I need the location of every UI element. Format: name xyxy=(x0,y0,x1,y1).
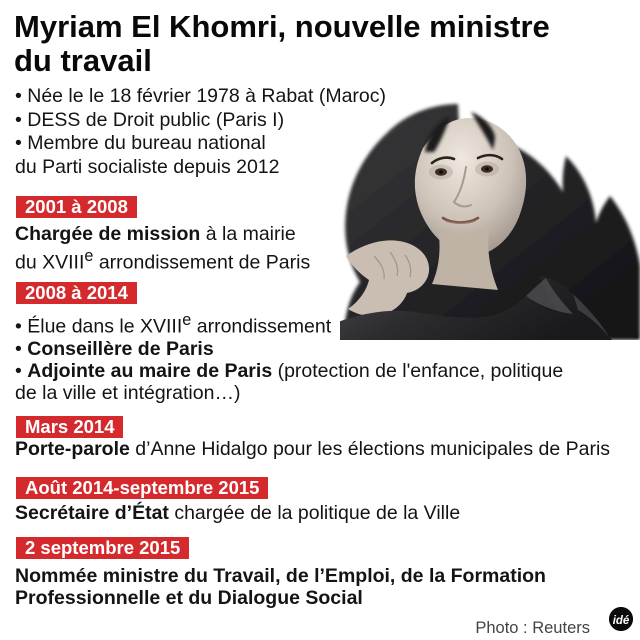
svg-text:idé: idé xyxy=(613,615,630,627)
